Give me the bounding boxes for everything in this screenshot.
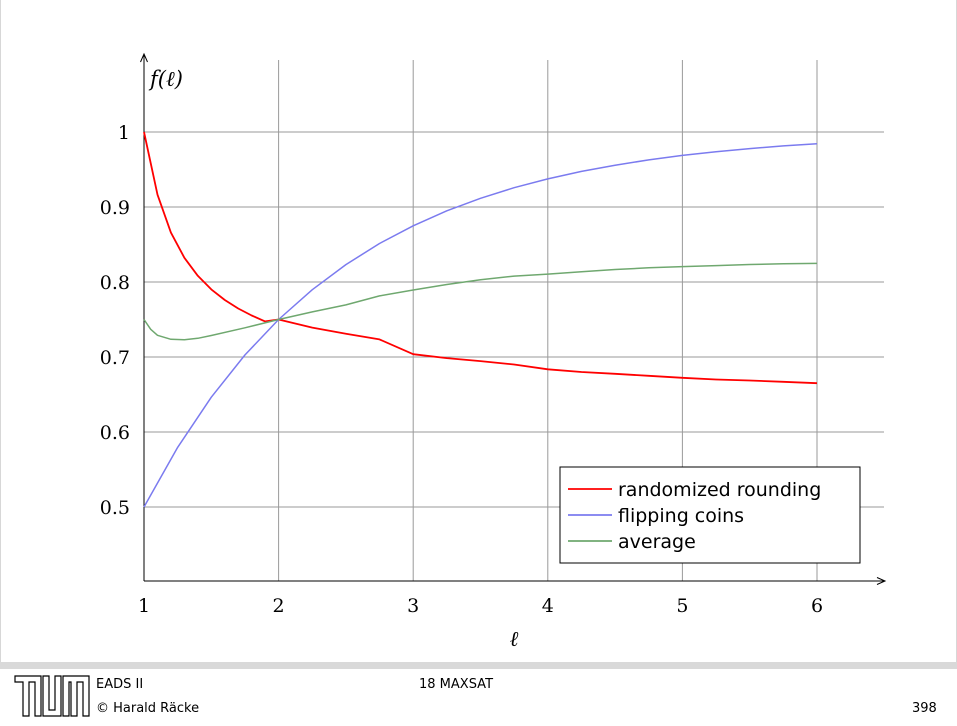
tum-logo-icon: [14, 675, 90, 717]
x-axis-arrow: [876, 577, 887, 585]
y-axis-arrow: [140, 52, 148, 63]
x-tick-label: 4: [542, 595, 554, 617]
footer-page-number: 398: [912, 701, 937, 716]
y-tick-label: 1: [118, 122, 130, 144]
y-tick-label: 0.6: [100, 422, 130, 444]
y-tick-label: 0.5: [100, 497, 130, 519]
x-tick-label: 2: [273, 595, 285, 617]
series-line-randomized-rounding: [143, 131, 818, 385]
x-axis-label: ℓ: [510, 627, 519, 651]
x-tick-label: 3: [407, 595, 419, 617]
footer-section: 18 MAXSAT: [419, 677, 494, 692]
footer-divider: [0, 662, 957, 669]
footer-course: EADS II: [96, 677, 144, 692]
footer-author: © Harald Räcke: [96, 701, 200, 716]
legend-label: average: [618, 531, 696, 553]
series-line-average: [143, 262, 818, 341]
series-line-flipping-coins: [143, 142, 818, 508]
y-axis-label: f(ℓ): [148, 67, 183, 91]
chart-svg: 1 2 3 4 5 6 0.5 0.6 0.7 0.8 0.9 1 f(ℓ) ℓ randomized ro…: [100, 52, 887, 651]
legend-label: flipping coins: [618, 505, 744, 527]
y-tick-label: 0.8: [100, 272, 130, 294]
x-tick-label: 6: [811, 595, 823, 617]
y-tick-label: 0.9: [100, 197, 130, 219]
legend-label: randomized rounding: [618, 479, 821, 501]
x-tick-label: 1: [138, 595, 150, 617]
x-tick-label: 5: [676, 595, 688, 617]
slide-frame-left: [0, 0, 1, 662]
y-tick-label: 0.7: [100, 347, 130, 369]
